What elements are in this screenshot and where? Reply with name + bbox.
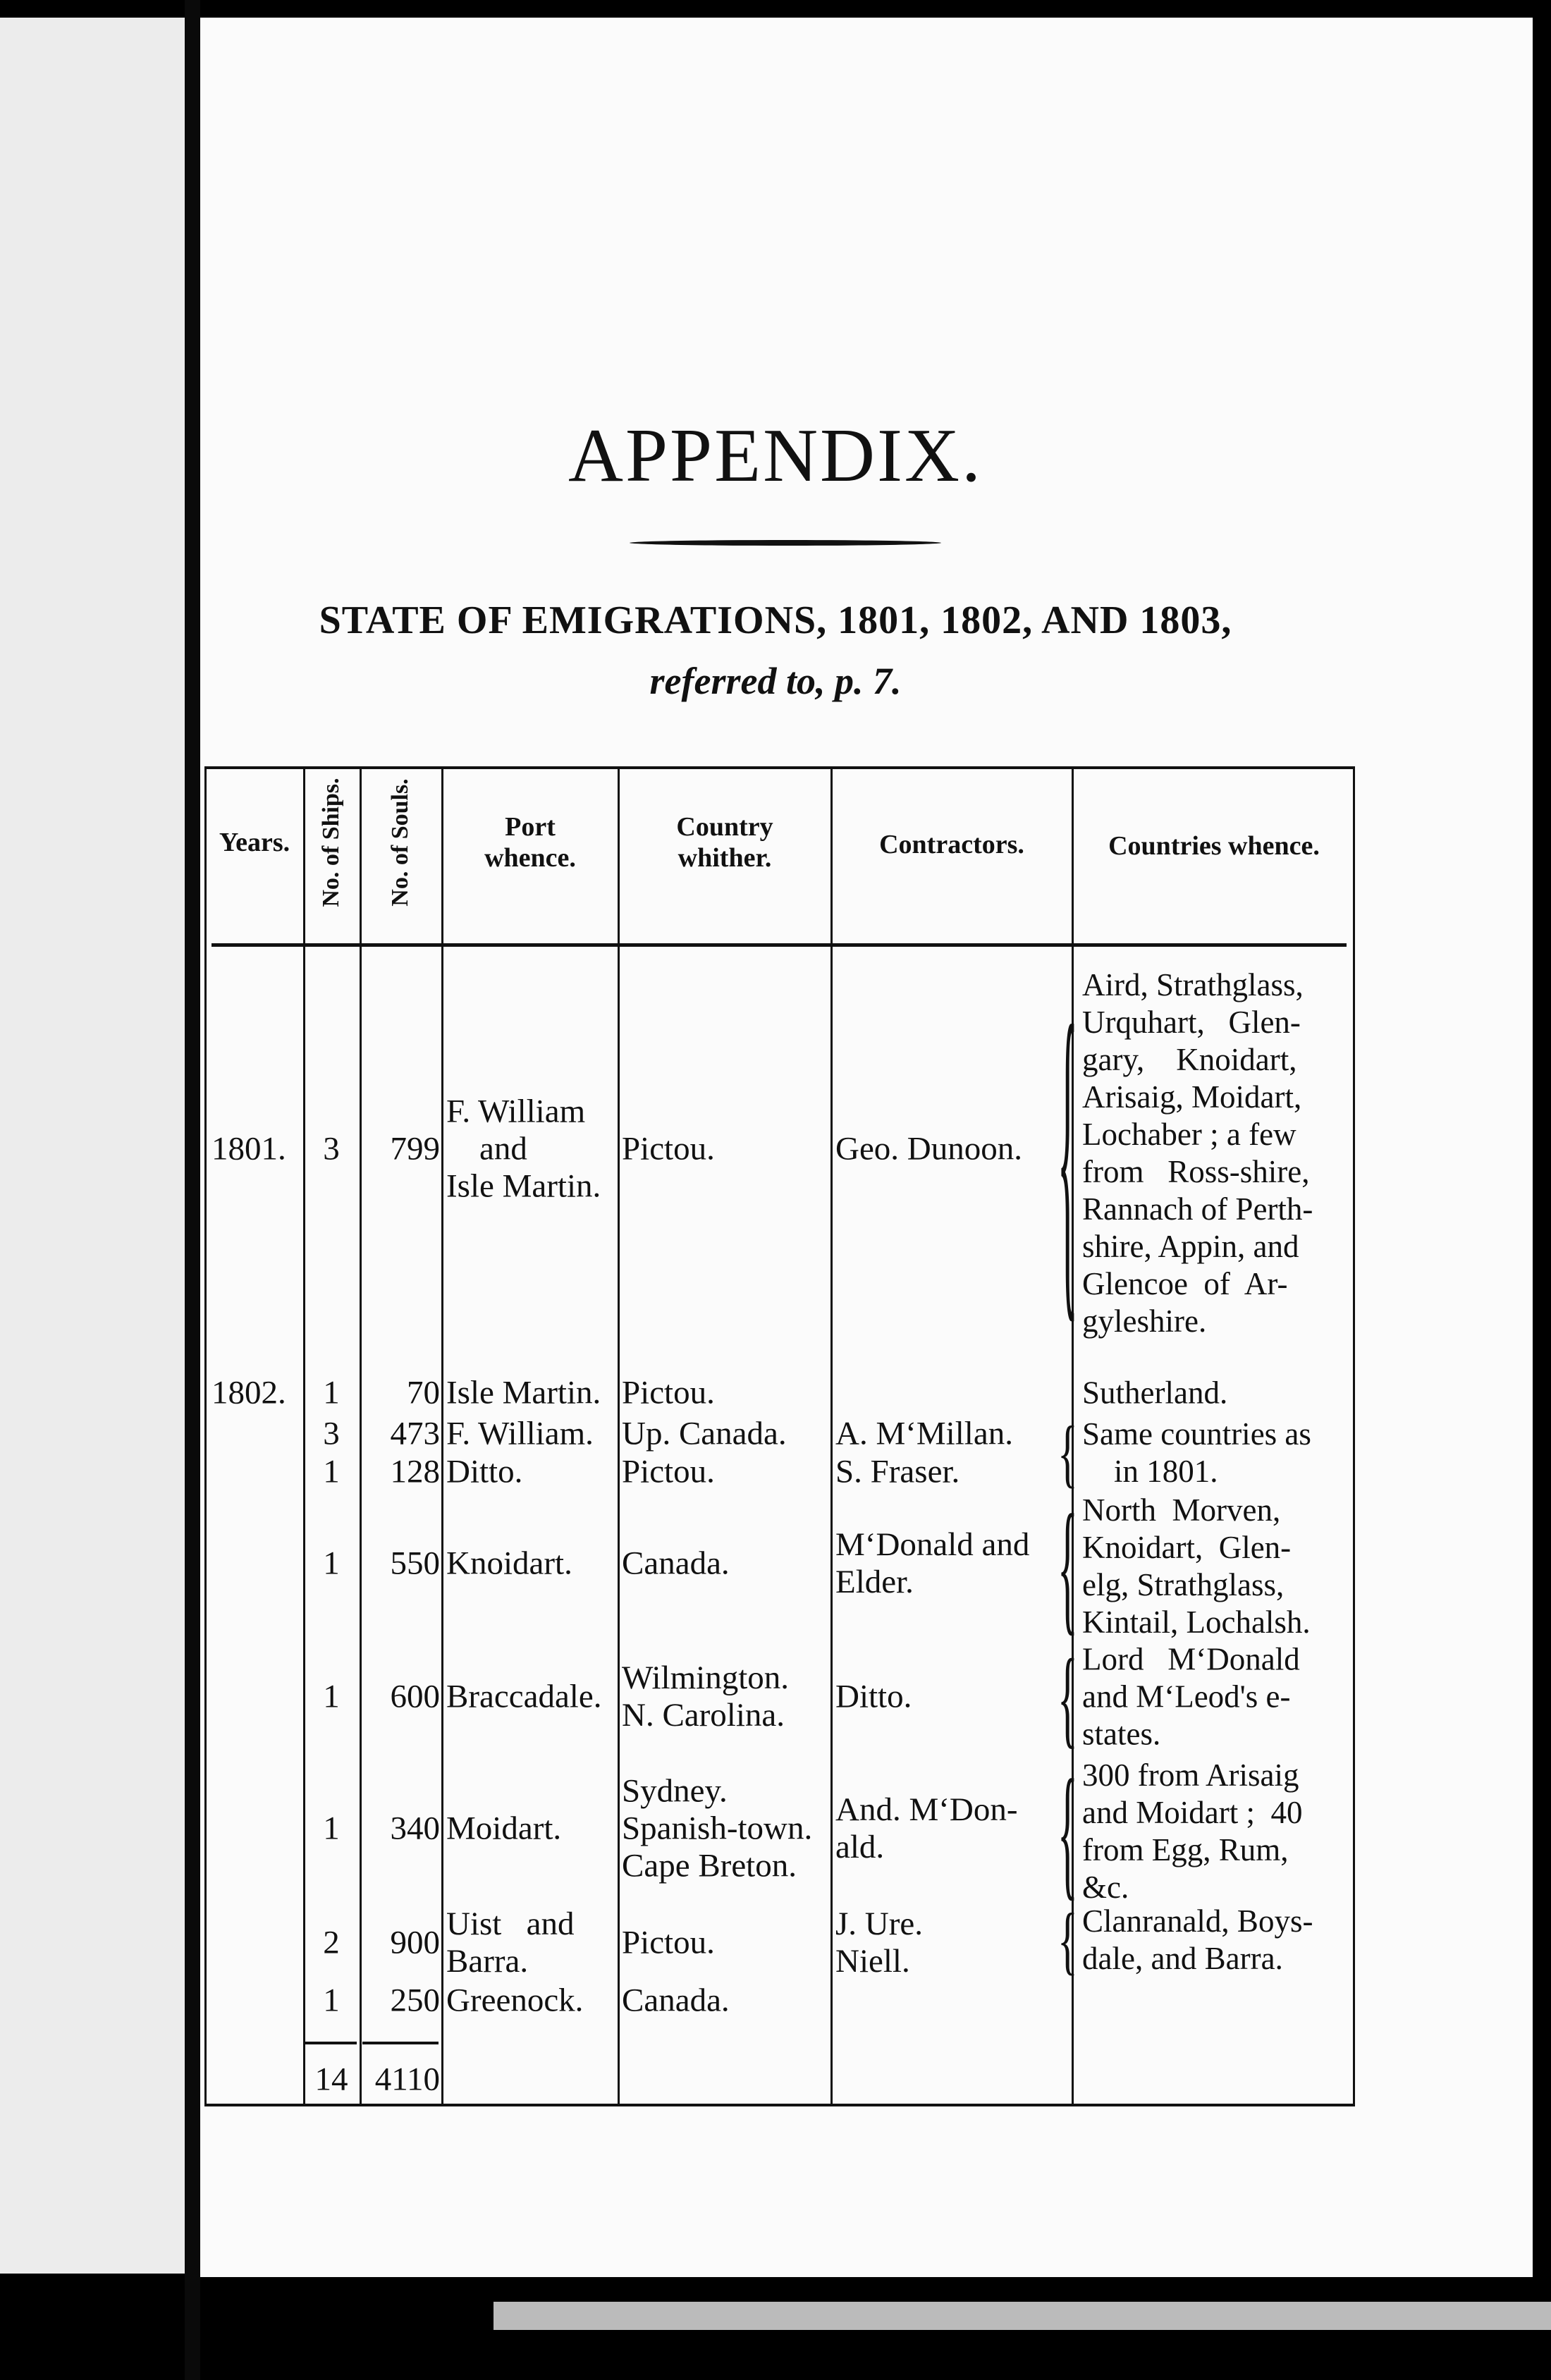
- total-souls: 4110: [374, 2061, 440, 2098]
- cell-souls: 473: [390, 1415, 441, 1452]
- cell-port: Isle Martin.: [446, 1374, 601, 1411]
- total-ships: 14: [314, 2061, 348, 2098]
- column-divider: [1072, 766, 1074, 2106]
- cell-countries-whence: Same countries as in 1801.: [1082, 1416, 1311, 1489]
- cell-port: F. William and Isle Martin.: [446, 1093, 601, 1205]
- cell-port: Braccadale.: [446, 1678, 602, 1715]
- header-country: Country whither.: [676, 812, 773, 873]
- cell-year: 1801.: [212, 1130, 286, 1167]
- header-countries-whence: Countries whence.: [1108, 831, 1320, 861]
- cell-souls: 799: [390, 1130, 441, 1167]
- cell-souls: 600: [390, 1678, 441, 1715]
- brace-icon: {: [1058, 955, 1078, 1351]
- sum-rule: [362, 2042, 439, 2044]
- cell-ships: 1: [323, 1810, 340, 1847]
- cell-country: Sydney. Spanish-town. Cape Breton.: [622, 1772, 813, 1884]
- cell-souls: 250: [390, 1982, 441, 2019]
- cell-contractor: And. M‘Don- ald.: [835, 1791, 1018, 1865]
- brace-icon: {: [1058, 1485, 1078, 1648]
- header-contractors: Contractors.: [879, 830, 1024, 859]
- cell-contractor: Ditto.: [835, 1678, 912, 1715]
- cell-contractor: Geo. Dunoon.: [835, 1130, 1022, 1167]
- cell-ships: 1: [323, 1678, 340, 1715]
- book-gutter: [185, 0, 200, 2380]
- cell-country: Pictou.: [622, 1130, 715, 1167]
- cell-ships: 3: [323, 1130, 340, 1167]
- cell-souls: 340: [390, 1810, 441, 1847]
- cell-country: Pictou.: [622, 1374, 715, 1411]
- page: [200, 18, 1533, 2277]
- header-separator: [212, 943, 1347, 947]
- cell-port: Moidart.: [446, 1810, 562, 1847]
- cell-ships: 1: [323, 1374, 340, 1411]
- cell-port: Knoidart.: [446, 1545, 572, 1582]
- cell-contractor: S. Fraser.: [835, 1453, 960, 1490]
- header-ships: No. of Ships.: [318, 778, 344, 907]
- cell-countries-whence: 300 from Arisaig and Moidart ; 40 from E…: [1082, 1758, 1303, 1905]
- emigrations-table: [204, 766, 1355, 2106]
- previous-page-edge: [0, 18, 185, 2274]
- column-divider: [618, 766, 620, 2106]
- cell-port: Ditto.: [446, 1453, 523, 1490]
- cell-ships: 1: [323, 1982, 340, 2019]
- sum-rule: [305, 2042, 357, 2044]
- cell-port: Greenock.: [446, 1982, 584, 2019]
- cell-country: Up. Canada.: [622, 1415, 787, 1452]
- cell-countries-whence: Sutherland.: [1082, 1375, 1228, 1411]
- title-rule: [630, 540, 941, 546]
- cell-ships: 3: [323, 1415, 340, 1452]
- cell-souls: 128: [390, 1453, 441, 1490]
- header-years: Years.: [219, 828, 290, 857]
- column-divider: [830, 766, 833, 2106]
- cell-country: Wilmington. N. Carolina.: [622, 1660, 790, 1734]
- column-divider: [441, 766, 443, 2106]
- cell-souls: 550: [390, 1545, 441, 1582]
- cell-countries-whence: North Morven, Knoidart, Glen- elg, Strat…: [1082, 1492, 1311, 1640]
- page-edge-strip: [494, 2302, 1551, 2330]
- cell-countries-whence: Clanranald, Boys- dale, and Barra.: [1082, 1903, 1313, 1976]
- cell-contractor: J. Ure. Niell.: [835, 1906, 923, 1980]
- cell-country: Canada.: [622, 1545, 730, 1582]
- header-port: Port whence.: [484, 812, 576, 873]
- brace-icon: {: [1058, 1637, 1078, 1758]
- cell-country: Canada.: [622, 1982, 730, 2019]
- page-title: APPENDIX.: [568, 414, 983, 498]
- cell-souls: 900: [390, 1924, 441, 1961]
- cell-contractor: A. M‘Millan.: [835, 1415, 1013, 1452]
- cell-port: Uist and Barra.: [446, 1906, 575, 1980]
- cell-countries-whence: Aird, Strathglass, Urquhart, Glen- gary,…: [1082, 967, 1313, 1339]
- cell-ships: 1: [323, 1453, 340, 1490]
- cell-year: 1802.: [212, 1374, 286, 1411]
- cell-country: Pictou.: [622, 1924, 715, 1961]
- cell-ships: 2: [323, 1924, 340, 1961]
- column-divider: [360, 766, 362, 2106]
- table-title: STATE OF EMIGRATIONS, 1801, 1802, AND 18…: [319, 599, 1232, 642]
- cell-country: Pictou.: [622, 1453, 715, 1490]
- header-souls: No. of Souls.: [387, 778, 413, 907]
- cell-contractor: M‘Donald and Elder.: [835, 1526, 1030, 1600]
- brace-icon: {: [1058, 1411, 1078, 1495]
- cell-ships: 1: [323, 1545, 340, 1582]
- cell-countries-whence: Lord M‘Donald and M‘Leod's e- states.: [1082, 1641, 1300, 1752]
- cell-port: F. William.: [446, 1415, 594, 1452]
- cell-souls: 70: [407, 1374, 440, 1411]
- column-divider: [303, 766, 305, 2106]
- page-reference: referred to, p. 7.: [649, 660, 902, 702]
- brace-icon: {: [1058, 1898, 1078, 1982]
- brace-icon: {: [1058, 1750, 1078, 1913]
